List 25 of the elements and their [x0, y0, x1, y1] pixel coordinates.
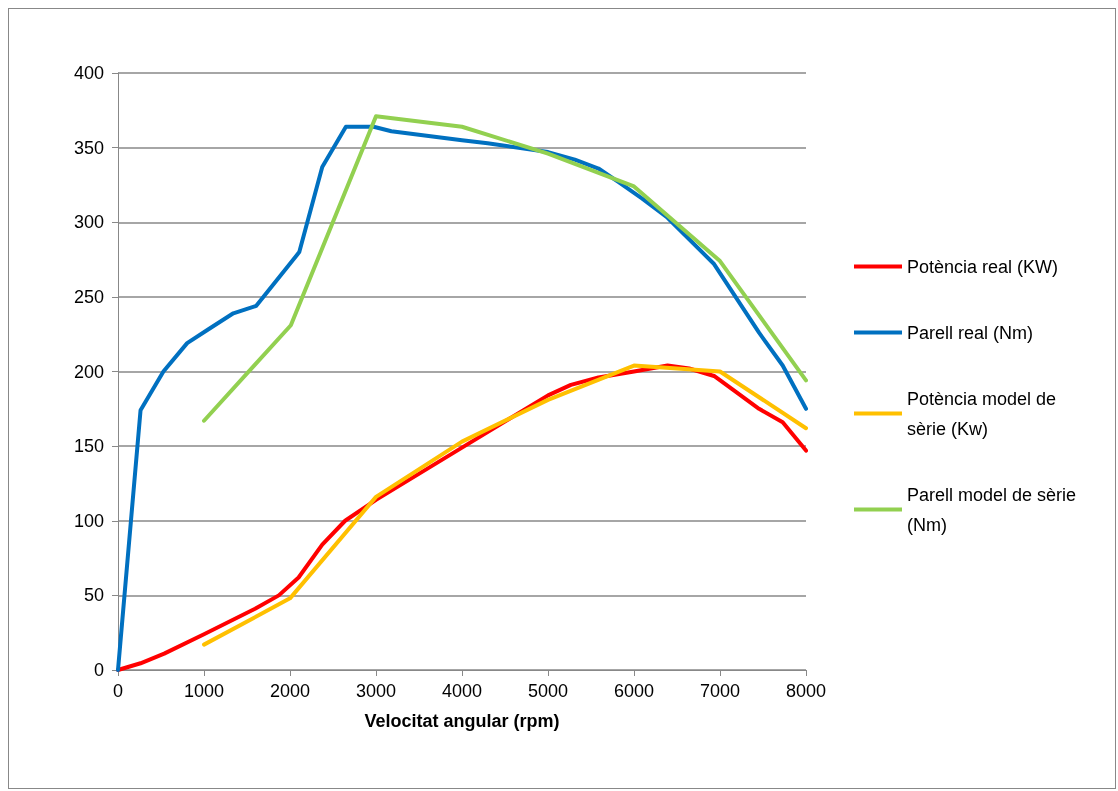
y-tick-label: 200 — [73, 361, 104, 382]
y-tick-label: 400 — [73, 63, 104, 83]
x-tick-label: 2000 — [269, 681, 311, 701]
x-tick-label: 5000 — [527, 681, 569, 701]
y-tick-label: 100 — [73, 510, 104, 531]
y-tick-label: 0 — [93, 660, 104, 680]
x-tick-label: 4000 — [441, 681, 483, 701]
x-tick-label: 3000 — [355, 681, 397, 701]
legend-label: Potència model de sèrie (Kw) — [907, 388, 1062, 439]
legend-label: Parell real (Nm) — [907, 322, 1034, 343]
y-tick-label: 150 — [73, 436, 104, 457]
y-tick-label: 250 — [73, 286, 104, 307]
line-series — [202, 363, 808, 647]
x-tick-label: 8000 — [785, 681, 827, 701]
x-tick-label: 7000 — [699, 681, 741, 701]
y-tick-label: 350 — [73, 137, 104, 158]
x-tick-label: 0 — [112, 681, 124, 701]
legend-label: Parell model de sèrie (Nm) — [907, 484, 1082, 535]
legend-label: Potència real (KW) — [907, 256, 1059, 277]
x-axis-title: Velocitat angular (rpm) — [364, 711, 560, 731]
x-tick-label: 1000 — [183, 681, 225, 701]
x-tick-label: 6000 — [613, 681, 655, 701]
y-tick-label: 50 — [83, 585, 104, 606]
line-series — [202, 114, 808, 423]
y-tick-label: 300 — [73, 212, 104, 233]
